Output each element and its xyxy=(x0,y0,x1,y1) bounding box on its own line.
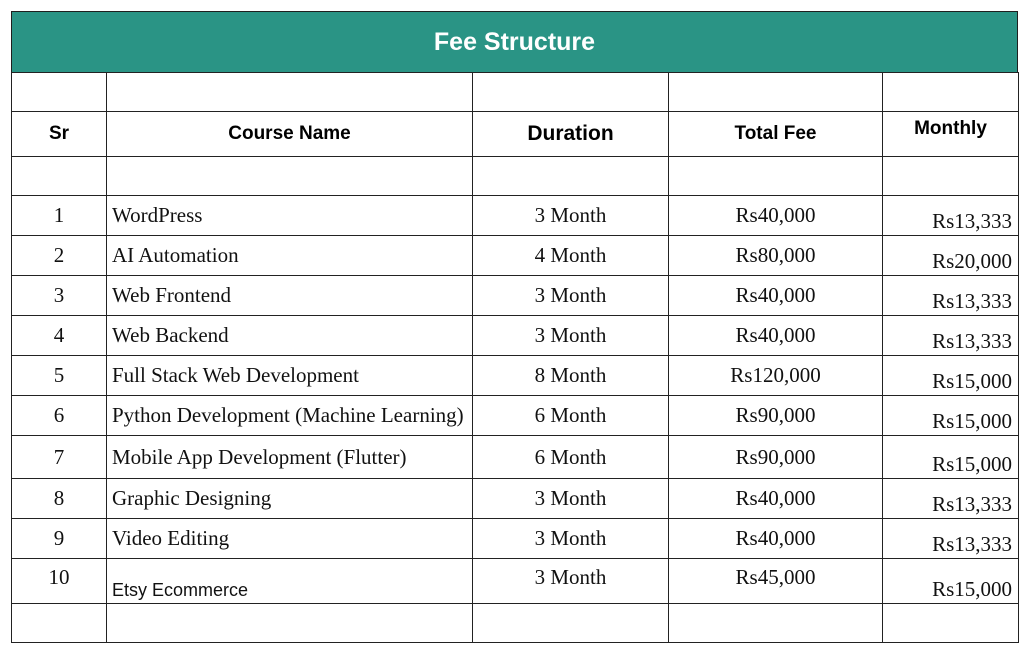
table-row: 6 Python Development (Machine Learning) 6 … xyxy=(11,395,1019,436)
monthly-fee-cell: Rs15,000 xyxy=(882,355,1019,396)
monthly-fee-cell: Rs15,000 xyxy=(882,395,1019,436)
sr-cell: 7 xyxy=(11,435,107,479)
total-fee-cell: Rs90,000 xyxy=(668,395,883,436)
header-monthly: Monthly xyxy=(882,111,1019,157)
total-fee-cell: Rs120,000 xyxy=(668,355,883,396)
table-row: 9 Video Editing 3 Month Rs40,000 Rs13,333 xyxy=(11,518,1019,559)
course-name-cell: Web Frontend xyxy=(106,275,473,316)
sr-cell: 8 xyxy=(11,478,107,519)
table-title: Fee Structure xyxy=(11,11,1018,73)
header-course-name: Course Name xyxy=(106,111,473,157)
table-row: 1 WordPress 3 Month Rs40,000 Rs13,333 xyxy=(11,195,1019,236)
total-fee-cell: Rs40,000 xyxy=(668,478,883,519)
course-name-cell: Python Development (Machine Learning) xyxy=(106,395,473,436)
sr-cell: 4 xyxy=(11,315,107,356)
course-name-cell: Full Stack Web Development xyxy=(106,355,473,396)
sr-cell: 5 xyxy=(11,355,107,396)
duration-cell: 3 Month xyxy=(472,275,669,316)
course-name-cell: Mobile App Development (Flutter) xyxy=(106,435,473,479)
duration-cell: 3 Month xyxy=(472,478,669,519)
header-row: Sr Course Name Duration Total Fee Monthl… xyxy=(11,111,1019,157)
monthly-fee-cell: Rs13,333 xyxy=(882,195,1019,236)
duration-cell: 3 Month xyxy=(472,315,669,356)
sr-cell: 10 xyxy=(11,558,107,604)
header-duration: Duration xyxy=(472,111,669,157)
monthly-fee-cell: Rs15,000 xyxy=(882,558,1019,604)
sr-cell: 6 xyxy=(11,395,107,436)
table-row: 4 Web Backend 3 Month Rs40,000 Rs13,333 xyxy=(11,315,1019,356)
duration-cell: 4 Month xyxy=(472,235,669,276)
sr-cell: 1 xyxy=(11,195,107,236)
total-fee-cell: Rs90,000 xyxy=(668,435,883,479)
table-row: 3 Web Frontend 3 Month Rs40,000 Rs13,333 xyxy=(11,275,1019,316)
fee-table: Sr Course Name Duration Total Fee Monthl… xyxy=(11,72,1019,643)
duration-cell: 3 Month xyxy=(472,558,669,604)
sr-cell: 2 xyxy=(11,235,107,276)
course-name-cell: AI Automation xyxy=(106,235,473,276)
table-row: 10 Etsy Ecommerce 3 Month Rs45,000 Rs15,000 xyxy=(11,558,1019,604)
total-fee-cell: Rs80,000 xyxy=(668,235,883,276)
monthly-fee-cell: Rs13,333 xyxy=(882,315,1019,356)
sr-cell: 9 xyxy=(11,518,107,559)
total-fee-cell: Rs45,000 xyxy=(668,558,883,604)
header-total-fee: Total Fee xyxy=(668,111,883,157)
monthly-fee-cell: Rs13,333 xyxy=(882,275,1019,316)
total-fee-cell: Rs40,000 xyxy=(668,518,883,559)
course-name-cell: WordPress xyxy=(106,195,473,236)
table-row: 8 Graphic Designing 3 Month Rs40,000 Rs13,33… xyxy=(11,478,1019,519)
duration-cell: 3 Month xyxy=(472,518,669,559)
total-fee-cell: Rs40,000 xyxy=(668,195,883,236)
total-fee-cell: Rs40,000 xyxy=(668,315,883,356)
blank-row xyxy=(11,156,1019,196)
monthly-fee-cell: Rs20,000 xyxy=(882,235,1019,276)
duration-cell: 8 Month xyxy=(472,355,669,396)
blank-row xyxy=(11,603,1019,643)
header-sr: Sr xyxy=(11,111,107,157)
monthly-fee-cell: Rs13,333 xyxy=(882,478,1019,519)
monthly-fee-cell: Rs15,000 xyxy=(882,435,1019,479)
course-name-cell: Video Editing xyxy=(106,518,473,559)
blank-row xyxy=(11,72,1019,112)
duration-cell: 3 Month xyxy=(472,195,669,236)
total-fee-cell: Rs40,000 xyxy=(668,275,883,316)
duration-cell: 6 Month xyxy=(472,395,669,436)
course-name-cell: Graphic Designing xyxy=(106,478,473,519)
course-name-cell: Web Backend xyxy=(106,315,473,356)
table-row: 7 Mobile App Development (Flutter) 6 Month… xyxy=(11,435,1019,479)
table-row: 2 AI Automation 4 Month Rs80,000 Rs20,000 xyxy=(11,235,1019,276)
course-name-cell: Etsy Ecommerce xyxy=(106,558,473,604)
table-row: 5 Full Stack Web Development 8 Month Rs120,… xyxy=(11,355,1019,396)
monthly-fee-cell: Rs13,333 xyxy=(882,518,1019,559)
duration-cell: 6 Month xyxy=(472,435,669,479)
sr-cell: 3 xyxy=(11,275,107,316)
